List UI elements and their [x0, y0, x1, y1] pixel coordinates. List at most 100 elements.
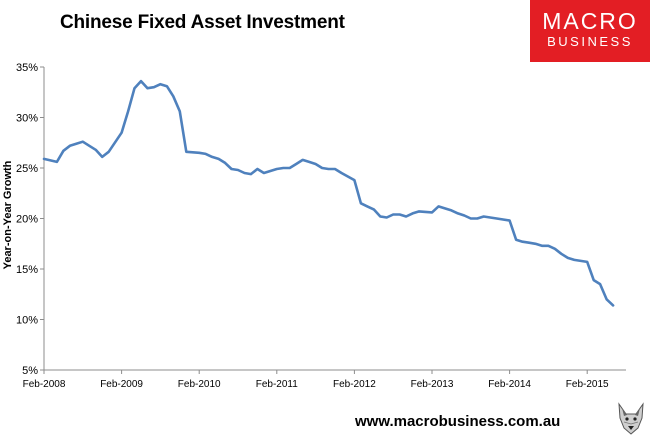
data-point: [534, 243, 537, 245]
data-point: [88, 145, 90, 147]
data-point: [250, 173, 252, 175]
data-point: [547, 245, 550, 247]
y-axis-label: Year-on-Year Growth: [2, 160, 14, 269]
x-tick-label: Feb-2008: [23, 379, 66, 390]
data-point: [146, 87, 149, 89]
data-point: [108, 151, 110, 153]
data-point: [321, 167, 323, 169]
data-point: [457, 212, 459, 214]
x-tick-label: Feb-2010: [178, 379, 221, 390]
data-point: [334, 168, 336, 170]
data-point: [198, 152, 200, 154]
data-point: [412, 212, 414, 214]
y-tick-label: 30%: [16, 113, 38, 125]
data-point: [127, 110, 129, 112]
data-point: [166, 85, 168, 87]
macrobusiness-logo[interactable]: MACRO BUSINESS: [530, 0, 650, 62]
data-point: [437, 205, 440, 207]
data-point: [528, 242, 530, 244]
data-point: [515, 239, 517, 241]
data-point: [573, 259, 575, 261]
data-point: [386, 216, 388, 219]
data-point: [606, 298, 608, 300]
x-tick-label: Feb-2014: [488, 379, 531, 390]
data-point: [82, 141, 84, 143]
data-point: [476, 217, 478, 220]
data-point: [379, 215, 381, 218]
data-point: [140, 80, 142, 82]
data-point: [496, 217, 498, 220]
data-point: [185, 151, 187, 153]
data-point: [308, 161, 310, 163]
data-point: [172, 95, 174, 97]
data-point: [302, 159, 304, 161]
x-tick-label: Feb-2012: [333, 379, 376, 390]
data-point: [489, 216, 491, 219]
data-point: [470, 217, 472, 220]
x-tick-label: Feb-2015: [566, 379, 609, 390]
data-point: [399, 213, 401, 216]
data-point: [340, 172, 343, 174]
data-point: [205, 153, 207, 155]
data-point: [366, 205, 368, 207]
y-tick-label: 15%: [16, 264, 38, 276]
data-point: [243, 172, 246, 174]
data-point: [69, 145, 71, 147]
line-chart: 5%10%15%20%25%30%35% Feb-2008 Feb-2009 Feb…: [2, 62, 626, 390]
x-tick-label: Feb-2013: [411, 379, 454, 390]
data-point: [179, 110, 181, 112]
data-point: [373, 208, 375, 210]
data-point: [418, 210, 420, 212]
data-point: [153, 86, 155, 88]
data-point: [276, 168, 278, 170]
data-point: [431, 211, 433, 213]
data-point: [237, 169, 239, 171]
data-point: [62, 150, 64, 152]
y-tick-label: 5%: [22, 365, 38, 377]
data-point: [282, 167, 284, 169]
data-point: [327, 168, 330, 170]
series-line: [42, 79, 615, 307]
data-point: [444, 207, 446, 209]
data-point: [230, 168, 233, 170]
data-point: [612, 304, 614, 306]
data-point: [224, 162, 226, 164]
data-point: [159, 83, 161, 85]
data-point: [218, 158, 220, 160]
data-point: [463, 214, 465, 217]
data-point: [567, 257, 569, 259]
data-point: [554, 248, 556, 250]
data-point: [450, 209, 452, 211]
y-tick-label: 20%: [16, 214, 38, 226]
data-point: [289, 167, 291, 169]
data-point: [295, 163, 297, 165]
data-point: [509, 219, 511, 222]
wolf-head-icon: [618, 402, 644, 435]
y-tick-label: 35%: [16, 62, 38, 74]
x-tick-label: Feb-2011: [256, 379, 299, 390]
y-tick-label: 25%: [16, 163, 38, 175]
chart-title: Chinese Fixed Asset Investment: [60, 12, 345, 33]
series-group: [42, 79, 615, 307]
data-point: [256, 168, 258, 170]
x-tick-labels: Feb-2008 Feb-2009 Feb-2010 Feb-2011 Feb-2012…: [23, 379, 609, 390]
data-point: [95, 149, 97, 151]
data-point: [101, 156, 103, 158]
data-point: [353, 179, 355, 181]
data-point: [593, 279, 595, 281]
data-point: [392, 213, 394, 216]
y-tick-label: 10%: [16, 315, 38, 327]
data-point: [211, 156, 213, 158]
data-point: [133, 87, 136, 89]
data-point: [541, 245, 543, 247]
x-tick-label: Feb-2009: [100, 379, 143, 390]
data-point: [405, 215, 407, 218]
data-point: [43, 158, 45, 160]
website-url[interactable]: www.macrobusiness.com.au: [355, 413, 561, 430]
data-point: [521, 241, 524, 243]
chart-axes: [40, 66, 626, 374]
data-point: [121, 132, 123, 134]
data-point: [599, 283, 601, 285]
data-point: [586, 261, 588, 263]
logo-line-macro: MACRO: [542, 8, 638, 34]
